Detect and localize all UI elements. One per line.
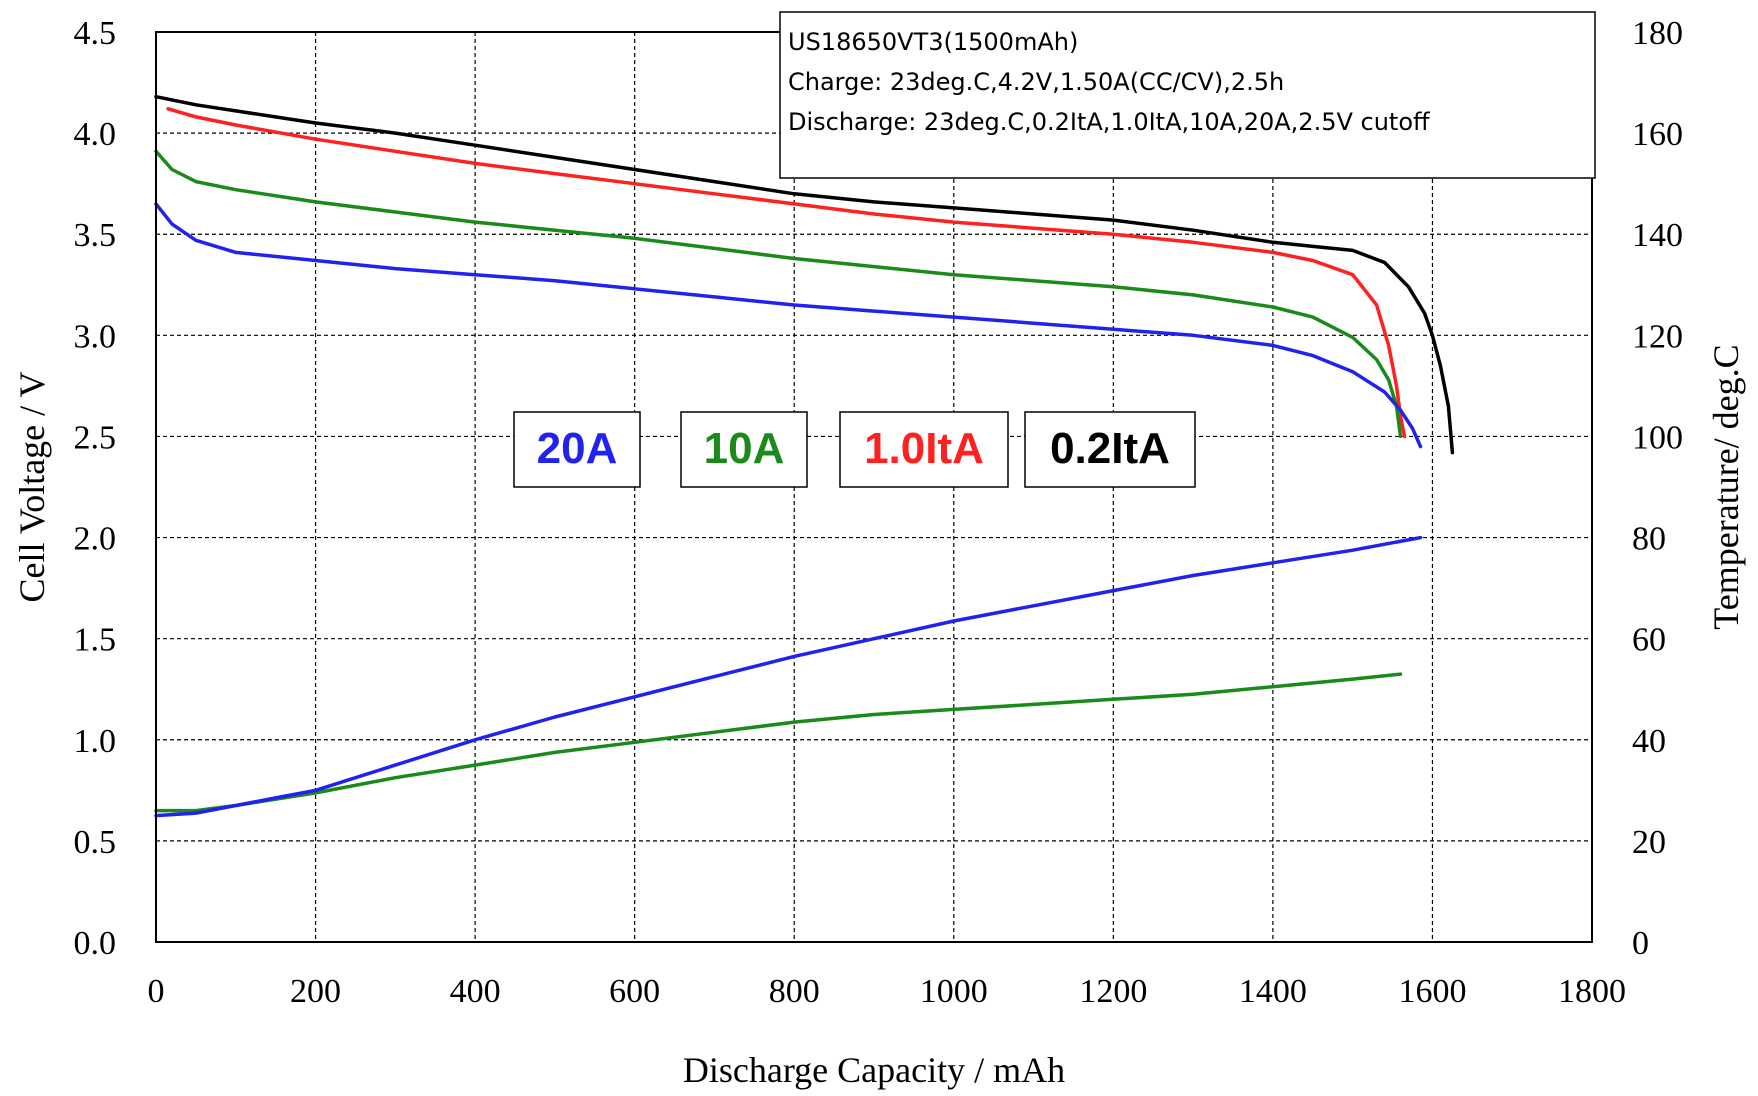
x-axis-title: Discharge Capacity / mAh — [683, 1050, 1065, 1090]
temperature-line-5 — [154, 535, 1423, 818]
y2-axis-ticks: 0 20 40 60 80 100 120 140 160 180 — [1632, 15, 1683, 962]
series-label-0: 20A — [513, 411, 641, 488]
info-line-charge: Charge: 23deg.C,4.2V,1.50A(CC/CV),2.5h — [788, 68, 1284, 96]
series-label-box — [680, 411, 808, 488]
series-label-1: 10A — [680, 411, 808, 488]
series-label-text: 20A — [537, 424, 618, 473]
voltage-line-0 — [154, 94, 1455, 455]
x-tick-label: 1000 — [920, 973, 988, 1010]
series-labels: 20A 10A 1.0ItA 0.2ItA — [513, 411, 1196, 488]
info-line-title: US18650VT3(1500mAh) — [788, 28, 1078, 56]
y-tick-label: 0.5 — [74, 824, 117, 861]
series-label-text: 1.0ItA — [864, 424, 984, 473]
x-tick-label: 1800 — [1558, 973, 1626, 1010]
x-tick-label: 1200 — [1079, 973, 1147, 1010]
y2-tick-label: 140 — [1632, 217, 1683, 254]
series-lines — [154, 94, 1455, 818]
x-tick-label: 400 — [450, 973, 501, 1010]
y2-tick-label: 160 — [1632, 116, 1683, 153]
x-tick-label: 1600 — [1398, 973, 1466, 1010]
series-label-2: 1.0ItA — [839, 411, 1009, 488]
temperature-line-4 — [154, 672, 1403, 813]
y-tick-label: 3.5 — [74, 217, 117, 254]
y-tick-label: 4.0 — [74, 116, 117, 153]
series-label-box — [513, 411, 641, 488]
series-label-box — [1024, 411, 1196, 488]
x-tick-label: 200 — [290, 973, 341, 1010]
series-label-box — [839, 411, 1009, 488]
x-axis-ticks: 0 200 400 600 800 1000 1200 1400 1600 1800 — [148, 973, 1627, 1010]
y-tick-label: 2.0 — [74, 521, 117, 558]
y-tick-label: 1.5 — [74, 622, 117, 659]
y-axis-ticks: 0.0 0.5 1.0 1.5 2.0 2.5 3.0 3.5 4.0 4.5 — [74, 15, 117, 962]
y2-tick-label: 120 — [1632, 318, 1683, 355]
y2-axis-title: Temperature/ deg.C — [1706, 344, 1746, 629]
y2-tick-label: 180 — [1632, 15, 1683, 52]
y2-tick-label: 60 — [1632, 622, 1666, 659]
x-tick-label: 1400 — [1239, 973, 1307, 1010]
info-line-discharge: Discharge: 23deg.C,0.2ItA,1.0ItA,10A,20A… — [788, 108, 1430, 136]
voltage-line-2 — [154, 149, 1403, 439]
info-box: US18650VT3(1500mAh) Charge: 23deg.C,4.2V… — [779, 11, 1596, 179]
y-tick-label: 1.0 — [74, 723, 117, 760]
y2-tick-label: 40 — [1632, 723, 1666, 760]
y2-tick-label: 20 — [1632, 824, 1666, 861]
y-tick-label: 0.0 — [74, 925, 117, 962]
voltage-line-3 — [154, 202, 1423, 449]
info-box-frame — [779, 11, 1596, 179]
voltage-line-1 — [166, 107, 1407, 439]
x-tick-label: 600 — [609, 973, 660, 1010]
series-label-text: 10A — [704, 424, 785, 473]
x-tick-label: 0 — [148, 973, 165, 1010]
y2-tick-label: 80 — [1632, 521, 1666, 558]
series-label-3: 0.2ItA — [1024, 411, 1196, 488]
y-axis-title: Cell Voltage / V — [12, 371, 52, 602]
y-tick-label: 2.5 — [74, 419, 117, 456]
y2-tick-label: 0 — [1632, 925, 1649, 962]
y-tick-label: 4.5 — [74, 15, 117, 52]
y-tick-label: 3.0 — [74, 318, 117, 355]
series-label-text: 0.2ItA — [1050, 424, 1170, 473]
x-tick-label: 800 — [769, 973, 820, 1010]
y2-tick-label: 100 — [1632, 419, 1683, 456]
